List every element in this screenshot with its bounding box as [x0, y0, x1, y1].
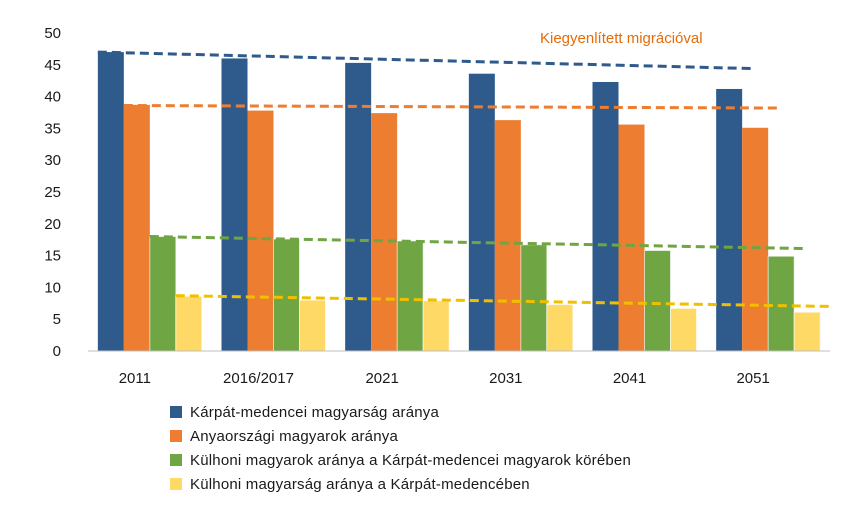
y-tick-label: 40 [44, 89, 61, 106]
legend-label: Külhoni magyarság aránya a Kárpát-medenc… [190, 475, 530, 493]
bar-karpat-medencei [716, 88, 743, 351]
bar-anyaorszagi [742, 127, 769, 351]
bar-kulhoni-korében [644, 250, 671, 352]
x-tick-label: 2021 [365, 370, 398, 387]
legend-swatch [170, 406, 182, 418]
trend-line-karpat-medencei [97, 50, 755, 71]
bars [97, 52, 821, 352]
x-tick-label: 2041 [613, 370, 646, 387]
bar-kulhoni-korében [396, 240, 424, 352]
legend-swatch [170, 454, 182, 466]
y-tick-label: 10 [44, 279, 61, 296]
x-tick-label: 2051 [736, 370, 769, 387]
bar-anyaorszagi [371, 113, 398, 351]
trend-line-anyaorszagi [123, 104, 781, 110]
legend-item: Anyaországi magyarok aránya [170, 424, 631, 448]
y-tick-label: 35 [44, 120, 61, 137]
bar-karpat-medencei [97, 52, 124, 351]
trend-line-kulhoni-karpat [175, 294, 833, 308]
bar-karpat-medencei [592, 81, 619, 352]
y-tick-label: 50 [44, 25, 61, 42]
x-tick-label: 2016/2017 [223, 370, 294, 387]
trend-line-kulhoni-korében [149, 235, 807, 251]
bar-kulhoni-karpat [546, 304, 574, 352]
annotation-label: Kiegyenlített migrációval [540, 30, 703, 47]
legend-label: Külhoni magyarok aránya a Kárpát-medence… [190, 451, 632, 469]
bar-kulhoni-korében [149, 236, 177, 352]
legend-label: Anyaországi magyarok aránya [190, 427, 399, 445]
x-axis-labels: 2011 2016/2017 2021 2031 2041 2051 [119, 370, 770, 387]
bar-anyaorszagi [247, 110, 274, 351]
bar-kulhoni-karpat [793, 311, 821, 352]
bar-anyaorszagi [123, 104, 150, 351]
bar-kulhoni-karpat [299, 299, 326, 352]
bar-anyaorszagi [618, 124, 645, 351]
bar-kulhoni-karpat [175, 295, 203, 352]
x-tick-label: 2011 [119, 370, 151, 387]
legend-item: Kárpát-medencei magyarság aránya [170, 400, 631, 424]
y-tick-label: 5 [53, 311, 61, 328]
bar-kulhoni-karpat [422, 300, 450, 352]
y-tick-label: 20 [44, 216, 61, 233]
legend-item: Külhoni magyarság aránya a Kárpát-medenc… [170, 472, 631, 496]
legend-swatch [170, 478, 182, 490]
legend-label: Kárpát-medencei magyarság aránya [190, 403, 440, 421]
bar-kulhoni-korében [273, 238, 300, 352]
y-tick-label: 30 [44, 152, 61, 169]
legend-item: Külhoni magyarok aránya a Kárpát-medence… [170, 448, 631, 472]
y-tick-label: 45 [44, 57, 61, 74]
legend: Kárpát-medencei magyarság aránya Anyaorsz… [170, 400, 631, 496]
x-tick-label: 2031 [489, 370, 522, 387]
y-tick-label: 0 [53, 343, 61, 360]
bar-karpat-medencei [468, 73, 495, 351]
bar-kulhoni-korében [767, 255, 795, 352]
bar-kulhoni-korében [520, 244, 548, 352]
bar-karpat-medencei [345, 62, 372, 351]
bar-anyaorszagi [494, 120, 521, 351]
trend-lines [97, 50, 833, 308]
bar-karpat-medencei [221, 58, 248, 351]
bar-kulhoni-karpat [670, 307, 697, 352]
y-tick-label: 15 [44, 248, 61, 265]
legend-swatch [170, 430, 182, 442]
y-tick-label: 25 [44, 184, 61, 201]
y-axis: 0 5 10 15 20 25 30 35 40 45 50 [44, 25, 61, 360]
